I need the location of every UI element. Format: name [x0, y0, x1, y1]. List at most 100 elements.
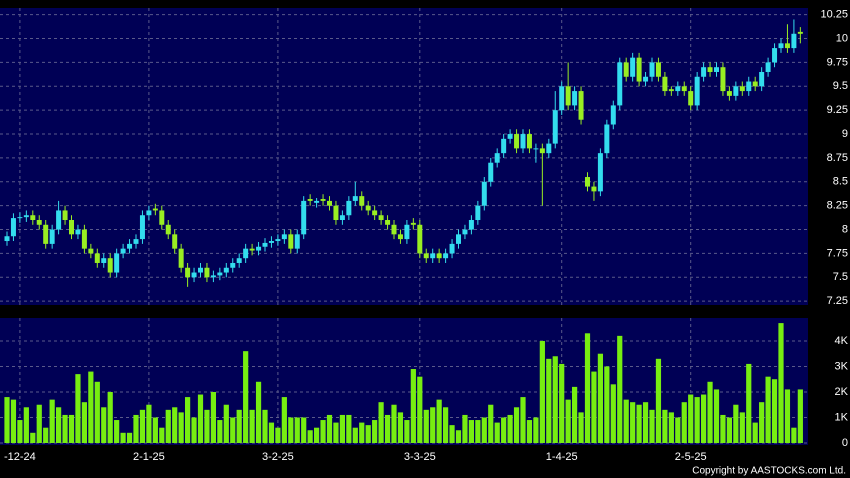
candle-body — [294, 234, 300, 249]
volume-bar — [752, 422, 758, 443]
candle-body — [320, 198, 326, 201]
candle-body — [236, 258, 242, 263]
y-tick-label: 0 — [842, 437, 848, 449]
volume-bar — [339, 414, 345, 443]
volume-bar — [288, 417, 294, 443]
candle-body — [4, 236, 10, 242]
candle-body — [449, 243, 455, 254]
volume-bar — [75, 374, 81, 443]
volume-bar — [165, 409, 171, 443]
volume-bar — [778, 323, 784, 443]
candle-body — [443, 253, 449, 259]
volume-bar — [488, 404, 494, 443]
volume-bar — [746, 363, 752, 443]
candle-body — [378, 215, 384, 221]
candle-body — [430, 253, 436, 259]
volume-bar — [462, 414, 468, 443]
volume-bar — [320, 420, 326, 443]
volume-bar — [713, 389, 720, 443]
volume-bar — [630, 402, 636, 443]
volume-bar — [552, 356, 558, 443]
x-tick-label: 3-3-25 — [404, 451, 436, 463]
candle-body — [139, 215, 145, 240]
volume-bar — [642, 402, 649, 443]
volume-bar — [559, 363, 565, 443]
price-panel — [0, 8, 808, 305]
volume-bar — [797, 389, 803, 443]
y-tick-label: 9.5 — [833, 80, 848, 92]
candle-body — [43, 224, 49, 244]
x-tick-label: 2-5-25 — [675, 451, 707, 463]
volume-bar — [655, 358, 662, 443]
volume-bar — [539, 340, 545, 443]
y-tick-label: 7.25 — [827, 295, 848, 307]
volume-bar — [301, 417, 307, 443]
candle-body — [397, 234, 403, 240]
candle-body — [707, 67, 713, 72]
volume-bar — [526, 420, 533, 443]
y-tick-label: 4K — [835, 335, 849, 347]
volume-bar — [572, 386, 578, 443]
candle-body — [146, 210, 152, 216]
candle-body — [23, 215, 29, 218]
candle-body — [604, 124, 610, 154]
candle-body — [507, 134, 513, 139]
candle-body — [88, 248, 94, 254]
candle-body — [772, 48, 778, 63]
candle-body — [559, 86, 565, 111]
volume-bar — [217, 420, 223, 443]
volume-bar — [133, 414, 139, 443]
volume-bar — [346, 414, 352, 443]
volume-bar — [701, 394, 707, 443]
volume-bar — [62, 414, 68, 443]
volume-bar — [759, 402, 765, 443]
volume-bar — [307, 430, 313, 443]
volume-bar — [172, 407, 178, 443]
y-tick-label: 1K — [835, 411, 849, 423]
candle-body — [107, 258, 113, 273]
candle-body — [372, 210, 378, 216]
candle-body — [546, 143, 552, 154]
volume-bar — [23, 407, 29, 443]
candle-body — [655, 62, 661, 77]
copyright: Copyright by AASTOCKS.com Ltd. — [692, 466, 846, 477]
volume-bar — [68, 414, 75, 443]
y-tick-label: 7.5 — [833, 271, 848, 283]
volume-bar — [688, 394, 694, 443]
volume-bar — [410, 369, 416, 443]
candle-body — [159, 210, 165, 225]
candle-body — [230, 262, 236, 268]
volume-bar — [114, 420, 120, 443]
volume-bar — [675, 417, 681, 443]
candle-body — [778, 43, 784, 49]
volume-bar — [36, 404, 42, 443]
candle-body — [720, 67, 726, 92]
candle-body — [81, 229, 87, 249]
candle-body — [185, 267, 191, 278]
candle-body — [681, 86, 687, 92]
volume-bar — [107, 391, 113, 443]
candle-body — [733, 86, 739, 96]
candle-body — [10, 218, 16, 237]
y-tick-label: 3K — [835, 360, 849, 372]
candle-body — [572, 91, 578, 106]
volume-bar — [378, 402, 384, 443]
candle-body — [468, 220, 474, 230]
y-tick-label: 8.25 — [827, 200, 848, 212]
volume-bar — [101, 407, 107, 443]
candle-body — [69, 220, 74, 235]
candle-body — [565, 86, 571, 106]
volume-bar — [649, 409, 655, 443]
candle-body — [152, 208, 158, 211]
volume-bar — [81, 402, 87, 443]
volume-bar — [720, 414, 726, 443]
candle-body — [675, 86, 681, 92]
volume-bar — [468, 420, 474, 443]
candle-body — [610, 105, 616, 125]
volume-bar — [43, 427, 49, 443]
candle-body — [746, 81, 752, 92]
candle-body — [327, 200, 332, 206]
candle-body — [462, 229, 468, 235]
volume-bar — [146, 404, 152, 443]
candle-body — [359, 196, 365, 206]
